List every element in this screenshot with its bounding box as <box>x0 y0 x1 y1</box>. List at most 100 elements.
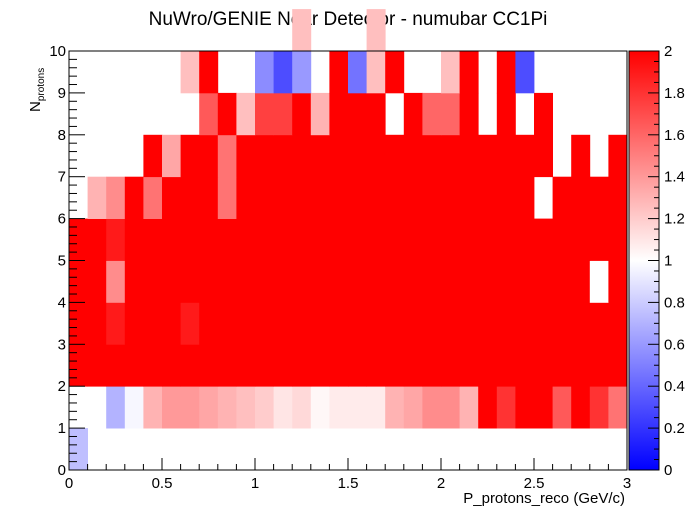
svg-text:Nprotons: Nprotons <box>27 68 47 112</box>
heatmap-cell <box>608 218 628 261</box>
heatmap-cell <box>496 260 516 303</box>
heatmap-cell <box>69 218 88 261</box>
heatmap-cell <box>255 51 274 94</box>
x-tick-label: 0.5 <box>152 475 173 492</box>
heatmap-cell <box>162 176 181 219</box>
heatmap-cell <box>217 218 237 261</box>
x-tick-label: 0 <box>65 475 73 492</box>
heatmap-cell <box>329 218 349 261</box>
heatmap-cell <box>459 260 479 303</box>
color-scale-label: 0 <box>664 462 672 479</box>
heatmap-cell <box>292 51 312 94</box>
heatmap-cell <box>422 218 442 261</box>
heatmap-cell <box>366 51 386 94</box>
heatmap-cell <box>534 260 553 303</box>
heatmap-cell <box>143 302 163 345</box>
heatmap-cell <box>217 386 237 429</box>
heatmap-cell <box>348 92 367 136</box>
heatmap-cell <box>292 344 312 387</box>
heatmap-cell <box>69 302 88 345</box>
heatmap-cell <box>310 344 330 387</box>
heatmap-cell <box>403 134 423 178</box>
color-scale-label: 1.8 <box>664 85 685 102</box>
heatmap-cell <box>217 176 237 219</box>
heatmap-cell <box>478 134 498 178</box>
heatmap-cell <box>515 218 535 261</box>
heatmap-cell <box>552 260 572 303</box>
heatmap-cell <box>552 218 572 261</box>
heatmap-cell <box>348 260 367 303</box>
x-tick-label: 1 <box>251 475 259 492</box>
heatmap-cell <box>199 344 219 387</box>
heatmap-cell <box>496 302 516 345</box>
color-scale-label: 0.2 <box>664 420 685 437</box>
heatmap-cell <box>385 134 405 178</box>
heatmap-cell <box>292 134 312 178</box>
heatmap-cell <box>608 260 628 303</box>
heatmap-cell <box>385 218 405 261</box>
heatmap-cell <box>571 134 591 178</box>
heatmap-cell <box>162 302 181 345</box>
heatmap-cell <box>608 302 628 345</box>
heatmap-cell <box>515 386 535 429</box>
heatmap-cell <box>366 92 386 136</box>
heatmap-cell <box>292 386 312 429</box>
heatmap-cell <box>459 176 479 219</box>
heatmap-cell <box>292 260 312 303</box>
y-tick-label: 6 <box>58 211 66 228</box>
color-scale-label: 0.6 <box>664 336 685 353</box>
heatmap-cell <box>478 260 498 303</box>
color-scale-label: 1.6 <box>664 127 685 144</box>
heatmap-cell <box>366 344 386 387</box>
heatmap-cell <box>366 260 386 303</box>
heatmap-cell <box>366 134 386 178</box>
y-axis-label: Nprotons <box>27 68 47 112</box>
y-tick-label: 10 <box>49 43 66 60</box>
heatmap-cell <box>292 302 312 345</box>
heatmap-cell <box>143 386 163 429</box>
heatmap-cell <box>459 344 479 387</box>
heatmap-cell <box>403 218 423 261</box>
heatmap-cell <box>422 260 442 303</box>
x-tick-label: 1.5 <box>338 475 359 492</box>
heatmap-cell <box>273 302 293 345</box>
heatmap-cell <box>199 218 219 261</box>
heatmap-cell <box>515 302 535 345</box>
heatmap-cell <box>87 218 107 261</box>
x-tick-labels: 0 0.5 1 1.5 2 2.5 3 <box>65 475 631 492</box>
heatmap-cell <box>124 302 144 345</box>
heatmap-cell <box>441 92 460 136</box>
y-tick-labels: 0 1 2 3 4 5 6 7 8 9 10 <box>49 43 66 479</box>
heatmap-cell <box>236 92 256 136</box>
heatmap-cell <box>217 302 237 345</box>
heatmap-cell <box>329 344 349 387</box>
heatmap-cell <box>236 302 256 345</box>
heatmap-cell <box>441 51 460 94</box>
heatmap-cell <box>385 176 405 219</box>
heatmap-cell <box>422 386 442 429</box>
heatmap-cell <box>366 302 386 345</box>
heatmap-cell <box>255 344 274 387</box>
heatmap-cell <box>162 134 181 178</box>
heatmap-cell <box>552 344 572 387</box>
heatmap-cell <box>143 260 163 303</box>
heatmap-cell <box>310 92 330 136</box>
heatmap-cell <box>124 260 144 303</box>
color-scale-labels: 0 0.2 0.4 0.6 0.8 1 1.2 1.4 1.6 1.8 2 <box>664 43 685 479</box>
heatmap-cell <box>162 218 181 261</box>
heatmap-cell <box>385 260 405 303</box>
heatmap-cell <box>273 92 293 136</box>
heatmap-cell <box>180 218 200 261</box>
heatmap-cell <box>180 260 200 303</box>
heatmap-cell <box>180 302 200 345</box>
heatmap-cell <box>255 218 274 261</box>
heatmap-cell <box>143 176 163 219</box>
heatmap-cell <box>385 51 405 94</box>
x-tick-label: 2 <box>437 475 445 492</box>
heatmap-cell <box>180 51 200 94</box>
heatmap-cell <box>180 134 200 178</box>
color-scale-ticks <box>648 50 659 471</box>
heatmap-cell <box>236 344 256 387</box>
heatmap-cell <box>366 9 386 52</box>
